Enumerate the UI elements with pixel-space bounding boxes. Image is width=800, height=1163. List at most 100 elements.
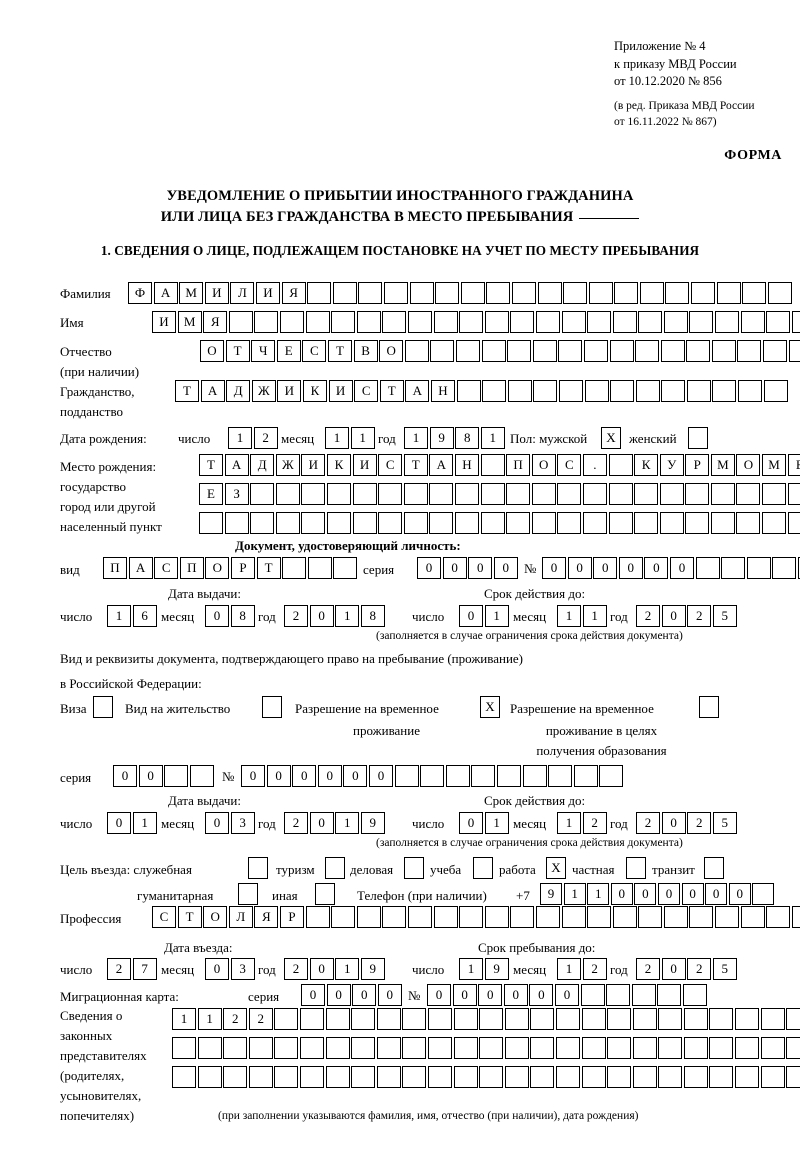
char-cell[interactable] — [582, 483, 607, 505]
char-cell[interactable] — [712, 380, 737, 402]
char-cell[interactable]: М — [177, 311, 202, 333]
char-cell[interactable]: И — [301, 454, 326, 476]
char-cell[interactable]: 2 — [253, 427, 278, 449]
char-cell[interactable] — [573, 765, 598, 787]
char-cell[interactable]: 1 — [107, 605, 131, 627]
char-cell[interactable] — [506, 483, 531, 505]
char-cell[interactable] — [736, 512, 761, 534]
char-cell[interactable]: Ж — [251, 380, 276, 402]
char-cell[interactable]: И — [152, 311, 176, 333]
char-cell[interactable] — [709, 1008, 734, 1030]
char-cell[interactable]: 0 — [326, 984, 351, 1006]
char-cell[interactable]: 0 — [205, 812, 229, 834]
char-cell[interactable] — [710, 512, 735, 534]
char-cell[interactable] — [305, 906, 330, 928]
char-cell[interactable] — [639, 282, 664, 304]
char-cell[interactable] — [479, 1066, 504, 1088]
char-cell[interactable] — [307, 557, 332, 579]
char-cell[interactable] — [709, 1066, 734, 1088]
char-cell[interactable] — [250, 512, 275, 534]
char-cell[interactable]: И — [352, 454, 377, 476]
char-cell[interactable]: 0 — [309, 812, 334, 834]
char-cell[interactable] — [740, 311, 765, 333]
char-cell[interactable]: Т — [403, 454, 428, 476]
char-cell[interactable]: 0 — [309, 605, 334, 627]
char-cell[interactable] — [685, 483, 710, 505]
char-cell[interactable]: 9 — [360, 958, 385, 980]
char-cell[interactable] — [248, 1066, 273, 1088]
char-cell[interactable] — [331, 906, 356, 928]
char-cell[interactable] — [459, 906, 484, 928]
char-cell[interactable] — [506, 512, 531, 534]
char-cell[interactable] — [532, 340, 557, 362]
char-cell[interactable] — [658, 1066, 683, 1088]
char-cell[interactable]: 0 — [657, 883, 680, 905]
sex-female-checkbox[interactable] — [688, 427, 708, 449]
char-cell[interactable]: 0 — [661, 958, 686, 980]
char-cell[interactable] — [581, 1066, 606, 1088]
char-cell[interactable] — [279, 311, 304, 333]
char-cell[interactable] — [356, 906, 381, 928]
char-cell[interactable]: 2 — [687, 812, 712, 834]
char-cell[interactable]: 3 — [230, 958, 255, 980]
char-cell[interactable] — [548, 765, 573, 787]
char-cell[interactable] — [486, 282, 511, 304]
char-cell[interactable]: 0 — [377, 984, 402, 1006]
char-cell[interactable] — [587, 311, 612, 333]
char-cell[interactable] — [351, 1037, 376, 1059]
char-cell[interactable] — [197, 1066, 222, 1088]
char-cell[interactable] — [588, 282, 613, 304]
char-cell[interactable] — [531, 483, 556, 505]
char-cell[interactable]: П — [179, 557, 204, 579]
char-cell[interactable]: С — [378, 454, 403, 476]
char-cell[interactable]: О — [531, 454, 556, 476]
char-cell[interactable]: У — [659, 454, 684, 476]
char-cell[interactable]: 0 — [343, 765, 368, 787]
char-cell[interactable] — [224, 512, 249, 534]
char-cell[interactable] — [563, 282, 588, 304]
char-cell[interactable]: 2 — [582, 812, 607, 834]
sex-male-checkbox[interactable]: X — [601, 427, 621, 449]
char-cell[interactable] — [736, 483, 761, 505]
char-cell[interactable] — [481, 340, 506, 362]
char-cell[interactable] — [456, 380, 481, 402]
char-cell[interactable]: 0 — [478, 984, 503, 1006]
char-cell[interactable]: Т — [199, 454, 223, 476]
char-cell[interactable]: 1 — [350, 427, 375, 449]
char-cell[interactable] — [455, 340, 480, 362]
char-cell[interactable] — [737, 340, 762, 362]
char-cell[interactable] — [657, 984, 682, 1006]
char-cell[interactable] — [433, 311, 458, 333]
char-cell[interactable] — [427, 1066, 452, 1088]
char-cell[interactable]: О — [203, 906, 228, 928]
char-cell[interactable] — [738, 380, 763, 402]
char-cell[interactable] — [658, 1008, 683, 1030]
char-cell[interactable] — [683, 1066, 708, 1088]
char-cell[interactable] — [760, 1008, 785, 1030]
char-cell[interactable] — [716, 282, 741, 304]
char-cell[interactable]: 2 — [582, 958, 607, 980]
char-cell[interactable] — [172, 1037, 196, 1059]
char-cell[interactable] — [326, 483, 351, 505]
char-cell[interactable] — [752, 883, 775, 905]
char-cell[interactable]: Л — [228, 906, 253, 928]
char-cell[interactable]: 0 — [205, 958, 229, 980]
char-cell[interactable] — [223, 1037, 248, 1059]
char-cell[interactable]: 9 — [429, 427, 454, 449]
char-cell[interactable] — [787, 483, 800, 505]
char-cell[interactable]: 9 — [484, 958, 509, 980]
char-cell[interactable]: 0 — [542, 557, 566, 579]
char-cell[interactable] — [326, 512, 351, 534]
char-cell[interactable]: 7 — [132, 958, 157, 980]
char-cell[interactable] — [420, 765, 445, 787]
char-cell[interactable]: 9 — [540, 883, 562, 905]
char-cell[interactable] — [454, 512, 479, 534]
char-cell[interactable]: 2 — [248, 1008, 273, 1030]
char-cell[interactable] — [404, 340, 429, 362]
char-cell[interactable] — [787, 512, 800, 534]
char-cell[interactable] — [189, 765, 214, 787]
